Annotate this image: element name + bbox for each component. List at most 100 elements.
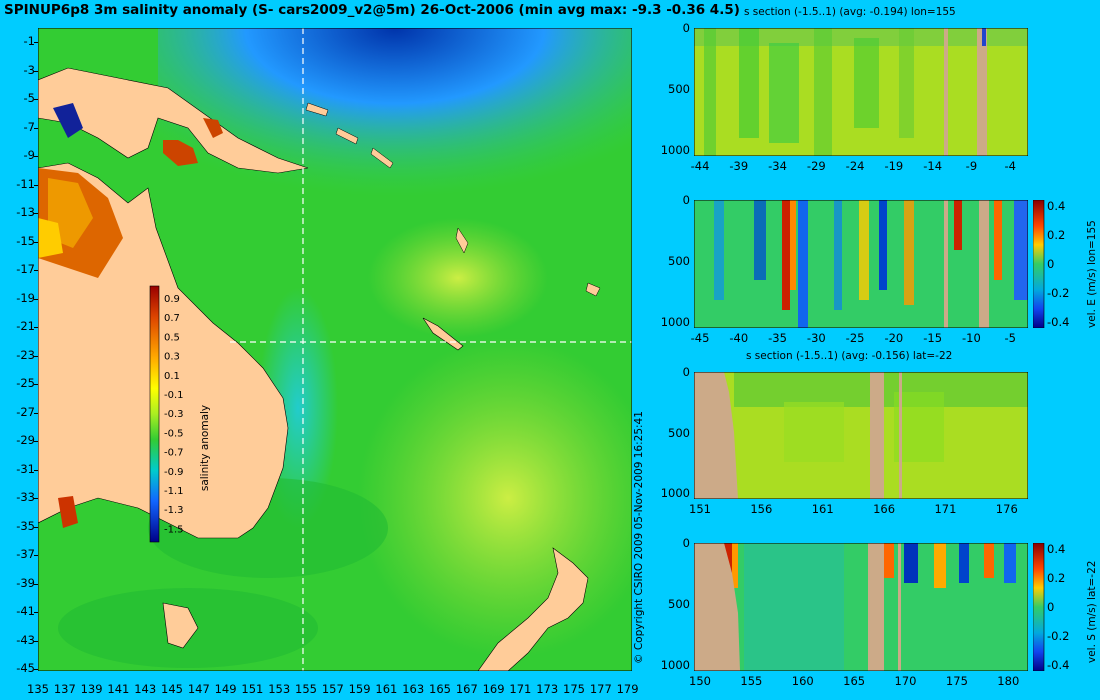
lon-tick-label: 167 [455, 682, 478, 696]
lat-tick-label: -37 [16, 547, 35, 561]
panel-x-tick: -29 [806, 159, 826, 173]
lat-tick-label: -27 [16, 404, 35, 419]
panel-y-tick: 0 [682, 536, 690, 550]
lon-tick-label: 163 [402, 682, 425, 696]
lon-tick-label: 139 [80, 682, 103, 696]
panel-x-tick: 175 [945, 674, 968, 688]
lat-tick-label: -25 [16, 376, 35, 390]
lon-tick-label: 175 [563, 682, 585, 696]
panel-y-tick: 1000 [660, 315, 690, 329]
panel-x-tick: -5 [1004, 331, 1016, 345]
lon-tick-label: 157 [321, 682, 344, 696]
new-zealand-land [477, 547, 589, 671]
tasmania-land [162, 602, 199, 649]
lon-tick-label: 143 [134, 682, 157, 696]
panel-x-tick: 171 [934, 502, 957, 516]
panel-x-tick: -39 [729, 159, 749, 173]
map-colorbar-tick: 0.3 [164, 352, 180, 363]
lat-tick-label: -19 [16, 290, 35, 305]
map-title: SPINUP6p8 3m salinity anomaly (S- cars20… [4, 2, 740, 18]
lat-tick-label: -3 [23, 62, 35, 77]
panel-x-tick: 176 [995, 502, 1018, 516]
map-colorbar-tick: -0.1 [164, 390, 184, 401]
panel-y-tick: 500 [668, 425, 690, 440]
new-guinea-land [38, 67, 309, 174]
panel-x-tick: -25 [845, 331, 865, 345]
vel-e-colorbar [1033, 200, 1045, 328]
colorbar-tick: 0.2 [1047, 571, 1066, 585]
map-colorbar-tick: -1.3 [164, 505, 184, 516]
lat-tick-label: -7 [23, 119, 35, 134]
vel-e-colorbar-label: vel. E (m/s) lon=155 [1086, 220, 1098, 328]
colorbar-tick: 0 [1047, 600, 1055, 614]
panel-x-tick: -35 [768, 331, 787, 345]
salinity-map: 0.9 0.7 0.5 0.3 0.1 -0.1 -0.3 -0.5 -0.7 -0.9 -1.1 -… [38, 28, 632, 671]
colorbar-tick: 0.4 [1047, 542, 1066, 556]
lon-tick-label: 149 [214, 682, 237, 696]
panel-x-tick: -44 [690, 159, 710, 173]
panel-y-tick: 0 [682, 21, 690, 35]
panel-x-tick: 170 [894, 674, 917, 688]
lon-tick-label: 165 [429, 682, 451, 696]
lon-tick-label: 141 [107, 682, 130, 696]
colorbar-tick: -0.4 [1047, 658, 1070, 672]
panel-x-tick: -30 [806, 331, 826, 345]
lat-tick-label: -45 [16, 661, 35, 675]
lon-tick-label: 153 [268, 682, 291, 696]
panel-3-title: s section (-1.5..1) (avg: -0.156) lat=-2… [746, 350, 953, 362]
lon-tick-label: 159 [348, 682, 371, 696]
panel-x-tick: 180 [997, 674, 1020, 688]
lon-tick-label: 135 [27, 682, 49, 696]
lat-tick-label: -15 [16, 233, 35, 248]
map-colorbar-tick: -0.3 [164, 409, 184, 420]
colorbar-tick: 0 [1047, 257, 1055, 271]
panel-x-tick: -34 [768, 159, 787, 173]
panel-x-tick: -14 [923, 159, 943, 173]
panel-x-tick: -19 [884, 159, 904, 173]
map-colorbar-tick: -1.5 [164, 524, 184, 535]
lat-tick-label: -29 [16, 433, 35, 447]
lat-tick-label: -35 [16, 518, 35, 533]
lon-tick-label: 177 [589, 682, 612, 696]
map-colorbar-tick: 0.1 [164, 371, 180, 382]
colorbar-tick: 0.2 [1047, 228, 1066, 242]
vel-s-colorbar [1033, 543, 1045, 671]
map-colorbar-tick: -1.1 [164, 486, 184, 497]
panel-x-tick: -9 [965, 159, 978, 173]
lat-tick-label: -17 [16, 262, 35, 276]
colorbar-tick: -0.4 [1047, 315, 1070, 329]
panel-x-tick: -15 [923, 331, 943, 345]
map-colorbar-tick: 0.9 [164, 294, 180, 305]
panel-y-tick: 500 [668, 82, 690, 96]
lat-tick-label: -39 [16, 575, 35, 590]
panel-y-tick: 1000 [660, 658, 690, 672]
panel-x-tick: 150 [689, 674, 711, 688]
lon-tick-label: 169 [482, 682, 505, 696]
panel-x-tick: 165 [843, 674, 866, 688]
velocity-lat-section [694, 543, 1028, 671]
colorbar-tick: -0.2 [1047, 286, 1070, 300]
panel-x-tick: -40 [729, 331, 749, 345]
map-colorbar-tick: -0.5 [164, 428, 184, 439]
panel-x-tick: -4 [1004, 159, 1016, 173]
lon-tick-label: 179 [616, 682, 639, 696]
panel-y-tick: 0 [682, 365, 690, 379]
panel-x-tick: -10 [962, 331, 981, 345]
map-colorbar [149, 285, 160, 543]
lon-tick-label: 151 [241, 682, 264, 696]
lon-tick-label: 147 [187, 682, 210, 696]
panel-x-tick: -45 [690, 331, 710, 345]
copyright-text: © Copyright CSIRO 2009 05-Nov-2009 16:25… [633, 411, 645, 664]
panel-x-tick: -20 [884, 331, 904, 345]
panel-y-tick: 500 [668, 254, 690, 268]
lon-tick-label: 173 [536, 682, 559, 696]
panel-x-tick: 166 [873, 502, 896, 516]
velocity-lon-section [694, 200, 1028, 328]
lat-tick-label: -43 [16, 632, 35, 647]
map-colorbar-tick: 0.7 [164, 313, 180, 324]
panel-x-tick: 155 [740, 674, 763, 688]
panel-y-tick: 0 [682, 193, 690, 207]
map-colorbar-tick: -0.7 [164, 448, 184, 459]
lon-tick-label: 161 [375, 682, 398, 696]
